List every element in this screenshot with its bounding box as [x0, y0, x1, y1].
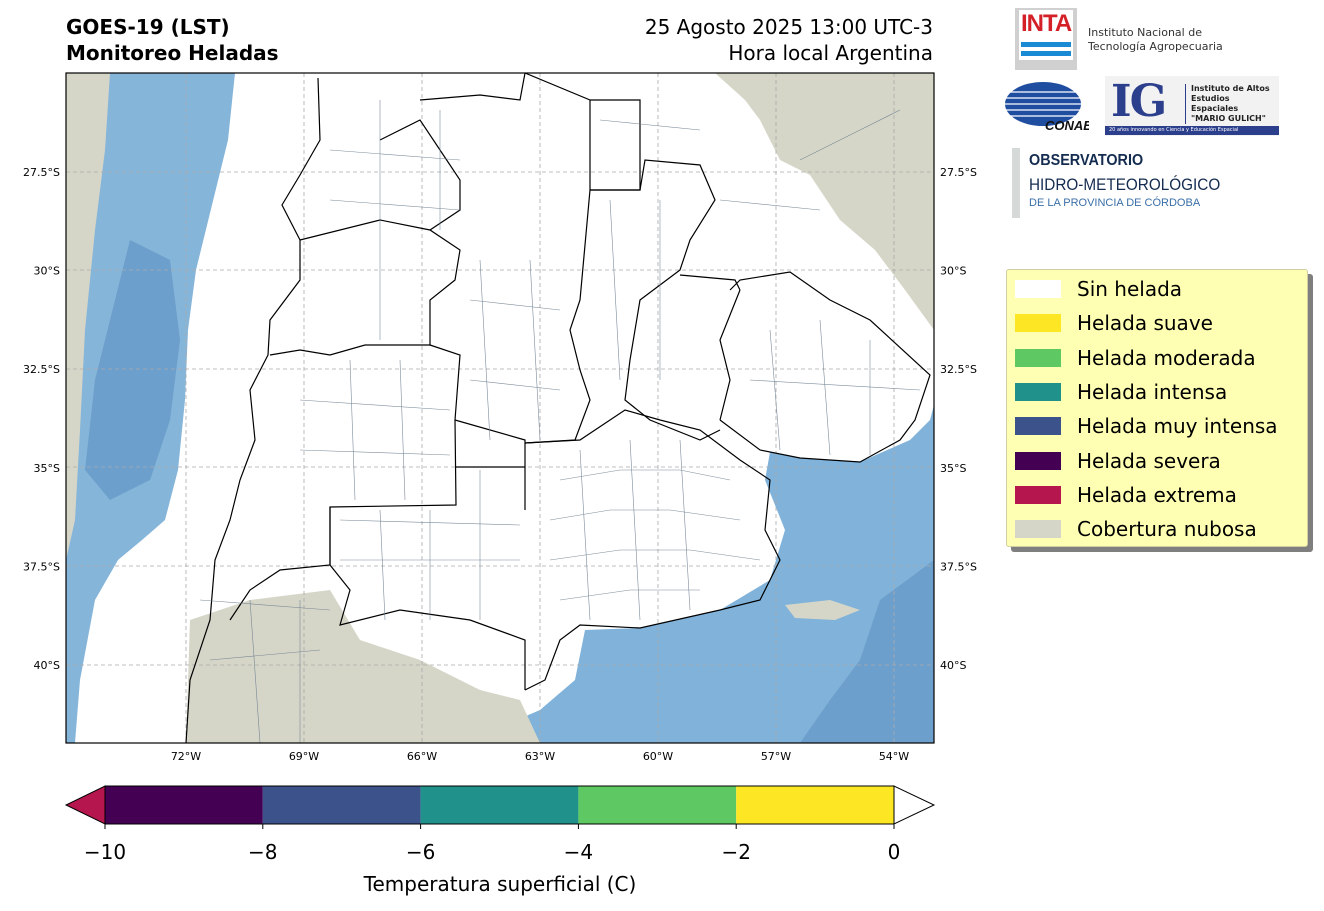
cloud-andes-strip	[66, 73, 110, 560]
timezone-label: Hora local Argentina	[728, 41, 933, 65]
lon-tick-label: 57°W	[761, 750, 791, 763]
ig-name-line-3: "MARIO GULICH"	[1191, 114, 1266, 123]
lat-tick-label-right: 32.5°S	[940, 363, 977, 376]
legend-swatch	[1015, 417, 1061, 436]
legend-label: Helada extrema	[1077, 482, 1237, 507]
lon-tick-label: 63°W	[525, 750, 555, 763]
inta-logo: INTA	[1015, 8, 1077, 70]
ig-name: Instituto de Altos Estudios Espaciales "…	[1191, 84, 1279, 124]
conae-logo-word: CONAE	[1045, 118, 1089, 132]
legend-label: Helada intensa	[1077, 379, 1228, 404]
ig-logo-word: IG	[1111, 76, 1167, 127]
legend-label: Helada moderada	[1077, 345, 1256, 370]
lat-tick-label-left: 32.5°S	[23, 363, 60, 376]
legend-swatch	[1015, 451, 1061, 470]
inta-name-line-1: Instituto Nacional de	[1088, 26, 1202, 39]
legend-swatch	[1015, 382, 1061, 401]
province-boundaries	[185, 73, 931, 743]
lat-tick-label-right: 27.5°S	[940, 166, 977, 179]
legend-label: Helada muy intensa	[1077, 414, 1278, 439]
map-frame	[65, 72, 935, 744]
datetime-label: 25 Agosto 2025 13:00 UTC-3	[644, 15, 933, 39]
lat-tick-label-left: 37.5°S	[23, 560, 60, 573]
legend-swatch	[1015, 520, 1061, 539]
lat-tick-label-right: 37.5°S	[940, 560, 977, 573]
lon-tick-label: 54°W	[879, 750, 909, 763]
inta-name-line-2: Tecnología Agropecuaria	[1088, 40, 1223, 53]
lat-tick-label-left: 35°S	[34, 462, 60, 475]
lat-labels-right: 27.5°S 30°S 32.5°S 35°S 37.5°S 40°S	[940, 166, 977, 672]
cloud-uruguay	[820, 90, 912, 200]
legend-label: Sin helada	[1077, 277, 1183, 301]
lat-tick-label-right: 35°S	[940, 462, 966, 475]
lon-labels-bottom: 72°W 69°W 66°W 63°W 60°W 57°W 54°W	[171, 750, 909, 763]
lon-tick-label: 60°W	[643, 750, 673, 763]
ig-tagline: 20 años innovando en Ciencia y Educación…	[1105, 126, 1279, 135]
ig-name-line-2: Estudios Espaciales	[1191, 94, 1239, 113]
title-line-1: GOES-19 (LST)	[66, 15, 230, 39]
legend-swatch	[1015, 485, 1061, 504]
conae-logo: CONAE	[1005, 82, 1089, 132]
map-datetime: 25 Agosto 2025 13:00 UTC-3 Hora local Ar…	[645, 14, 933, 66]
observatorio-line-1: OBSERVATORIO	[1029, 152, 1144, 169]
lat-tick-label-left: 30°S	[34, 265, 60, 278]
observatorio-line-3: DE LA PROVINCIA DE CÓRDOBA	[1029, 197, 1201, 209]
atlantic-sea-dark	[800, 560, 934, 743]
lat-tick-label-left: 27.5°S	[23, 166, 60, 179]
legend-swatch	[1015, 348, 1061, 367]
cloud-patagonia	[186, 590, 540, 743]
department-boundaries	[199, 100, 921, 743]
frost-legend: Sin helada Helada suave Helada moderada Hel…	[1006, 269, 1308, 547]
lat-labels-left: 27.5°S 30°S 32.5°S 35°S 37.5°S 40°S	[23, 166, 60, 672]
lon-tick-label: 66°W	[407, 750, 437, 763]
pacific-sea-dark	[85, 240, 180, 500]
map-canvas	[66, 73, 934, 743]
lon-tick-label: 69°W	[289, 750, 319, 763]
cloud-offshore	[785, 600, 860, 620]
ig-name-line-1: Instituto de Altos	[1191, 84, 1270, 93]
lat-tick-label-right: 40°S	[940, 659, 966, 672]
legend-swatch	[1015, 314, 1061, 333]
legend-label: Helada severa	[1077, 448, 1221, 473]
observatorio-line-2: HIDRO-METEOROLÓGICO	[1029, 175, 1221, 194]
map-title: GOES-19 (LST) Monitoreo Heladas	[66, 14, 279, 66]
legend-label: Helada suave	[1077, 311, 1213, 336]
lat-tick-label-left: 40°S	[34, 659, 60, 672]
ig-logo: IG Instituto de Altos Estudios Espaciale…	[1105, 76, 1279, 136]
inta-logo-word: INTA	[1021, 10, 1072, 37]
lat-tick-label-right: 30°S	[940, 265, 966, 278]
atlantic-sea	[470, 405, 934, 743]
title-line-2: Monitoreo Heladas	[66, 41, 279, 65]
inta-name: Instituto Nacional de Tecnología Agropec…	[1088, 26, 1223, 54]
legend-label: Cobertura nubosa	[1077, 517, 1257, 542]
lon-tick-label: 72°W	[171, 750, 201, 763]
legend-swatch	[1015, 280, 1061, 298]
